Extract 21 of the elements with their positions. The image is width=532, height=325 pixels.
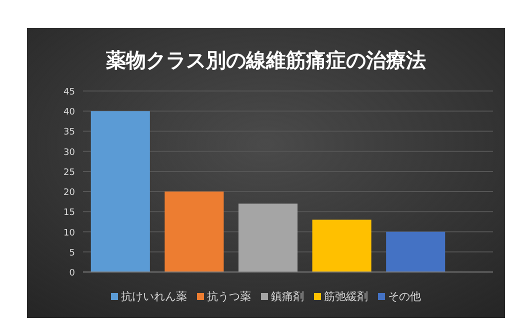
y-tick-label: 35 [64,128,75,138]
y-tick-label: 0 [69,268,76,278]
chart-title: 薬物クラス別の線維筋痛症の治療法 [105,48,426,72]
y-tick-label: 15 [64,208,75,218]
bar [90,111,150,272]
bar [386,232,446,272]
legend-label: 抗けいれん薬 [121,290,187,303]
y-tick-label: 5 [69,248,75,258]
y-tick-label: 45 [64,88,75,98]
bar [238,204,298,272]
y-tick-label: 25 [64,168,75,178]
legend-label: 鎮痛剤 [271,290,304,303]
legend-label: 抗うつ薬 [207,290,251,303]
legend-label: 筋弛緩剤 [324,290,368,303]
legend-label: その他 [388,290,421,303]
y-tick-label: 10 [64,228,76,238]
y-tick-label: 40 [64,108,76,118]
bar [164,192,224,272]
y-tick-label: 20 [64,188,76,198]
y-tick-label: 30 [64,148,76,158]
bar [312,220,372,272]
